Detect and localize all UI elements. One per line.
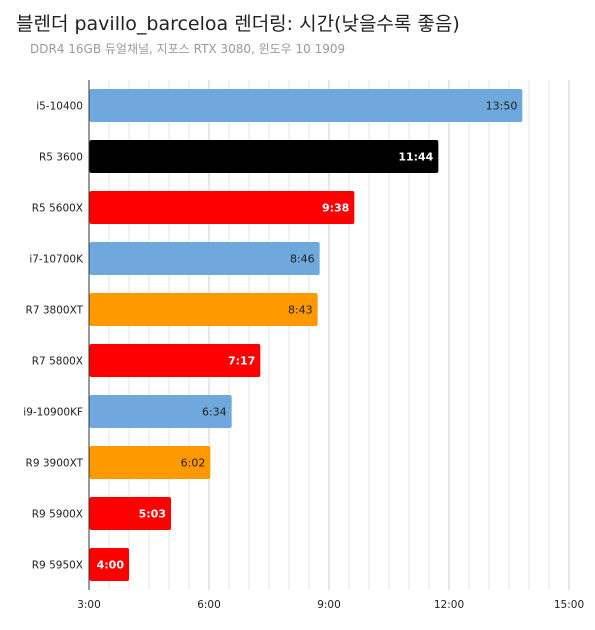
x-axis-ticks: 3:00 6:00 9:00 12:00 15:00 — [77, 599, 584, 611]
x-tick-label: 15:00 — [554, 599, 584, 611]
category-label: R7 5800X — [32, 356, 83, 368]
data-label: 5:03 — [139, 508, 166, 521]
x-tick-label: 3:00 — [77, 599, 101, 611]
data-label: 11:44 — [398, 151, 433, 164]
data-label: 6:02 — [181, 457, 206, 470]
category-label: R9 5900X — [32, 509, 83, 521]
data-label: 4:00 — [97, 559, 125, 572]
category-label: R5 3600 — [39, 152, 83, 164]
bars: 13:50 11:44 9:38 8:46 8:43 7:17 6:34 6:02 5:03 4:… — [89, 89, 523, 581]
category-label: R9 3900XT — [26, 458, 84, 470]
category-label: i7-10700K — [29, 254, 84, 266]
data-label: 6:34 — [202, 406, 227, 419]
chart-subtitle: DDR4 16GB 듀얼채널, 지포스 RTX 3080, 윈도우 10 190… — [30, 42, 346, 56]
chart-title: 블렌더 pavillo_barceloa 렌더링: 시간(낮을수록 좋음) — [16, 13, 460, 35]
x-tick-label: 9:00 — [317, 599, 341, 611]
data-label: 8:43 — [288, 304, 313, 317]
data-label: 9:38 — [322, 202, 349, 215]
x-tick-label: 6:00 — [197, 599, 221, 611]
x-tick-label: 12:00 — [434, 599, 464, 611]
data-label: 13:50 — [486, 100, 518, 113]
bar — [89, 140, 439, 173]
category-label: i9-10900KF — [23, 407, 83, 419]
bar — [89, 191, 355, 224]
bar — [89, 548, 129, 581]
bar — [89, 497, 171, 530]
bar — [89, 293, 318, 326]
category-label: R7 3800XT — [26, 305, 84, 317]
bar — [89, 89, 523, 122]
bar — [89, 446, 211, 479]
category-label: R9 5950X — [32, 560, 83, 572]
bar — [89, 344, 261, 377]
bar — [89, 395, 232, 428]
data-label: 7:17 — [228, 355, 255, 368]
category-labels: i5-10400 R5 3600 R5 5600X i7-10700K R7 3800X… — [23, 101, 84, 572]
category-label: R5 5600X — [32, 203, 83, 215]
data-label: 8:46 — [290, 253, 315, 266]
bar — [89, 242, 320, 275]
category-label: i5-10400 — [36, 101, 83, 113]
